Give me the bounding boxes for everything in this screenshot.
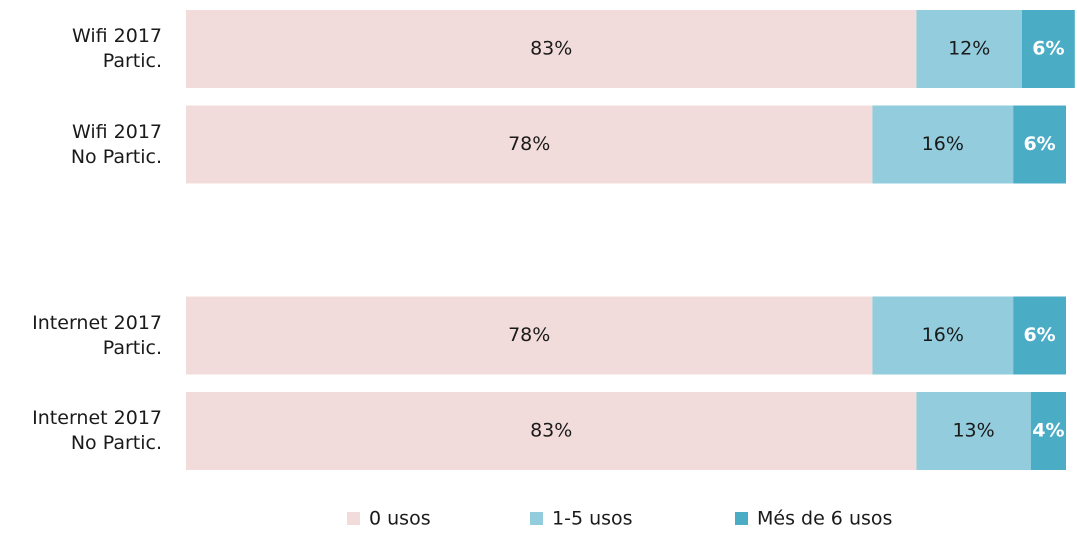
value-label: 16% [922, 324, 964, 346]
legend-label: 0 usos [369, 508, 431, 530]
category-label: Wifi 2017 No Partic. [70, 120, 162, 168]
value-label: 78% [508, 324, 550, 346]
value-label: 6% [1023, 133, 1055, 155]
bar-segment [872, 105, 1014, 184]
value-label: 4% [1032, 420, 1064, 442]
value-label: 13% [952, 420, 994, 442]
bar-segment [1013, 296, 1066, 375]
bar-segment [186, 10, 917, 88]
value-label: 6% [1023, 324, 1055, 346]
legend-swatch [530, 512, 543, 525]
legend-label: 1-5 usos [552, 508, 633, 530]
category-label: Wifi 2017 Partic. [71, 25, 162, 72]
value-label: 83% [530, 420, 572, 442]
value-label: 16% [922, 133, 964, 155]
bar-segment [186, 392, 917, 470]
bar-segment [1013, 105, 1066, 184]
legend-swatch [347, 512, 360, 525]
value-label: 78% [508, 133, 550, 155]
bar-segment [186, 296, 873, 375]
legend-swatch [735, 512, 748, 525]
bar-segment [186, 105, 873, 184]
bar-segment [1022, 10, 1075, 88]
bar-segment [872, 296, 1014, 375]
bar-segment [1030, 392, 1066, 470]
value-label: 83% [530, 38, 572, 60]
bar-segment [916, 10, 1022, 88]
category-label: Internet 2017 Partic. [32, 311, 162, 359]
bar-segment [916, 392, 1031, 470]
value-label: 6% [1032, 38, 1064, 60]
legend-label: Més de 6 usos [757, 508, 892, 530]
value-label: 12% [948, 38, 990, 60]
category-label: Internet 2017 No Partic. [32, 407, 162, 454]
